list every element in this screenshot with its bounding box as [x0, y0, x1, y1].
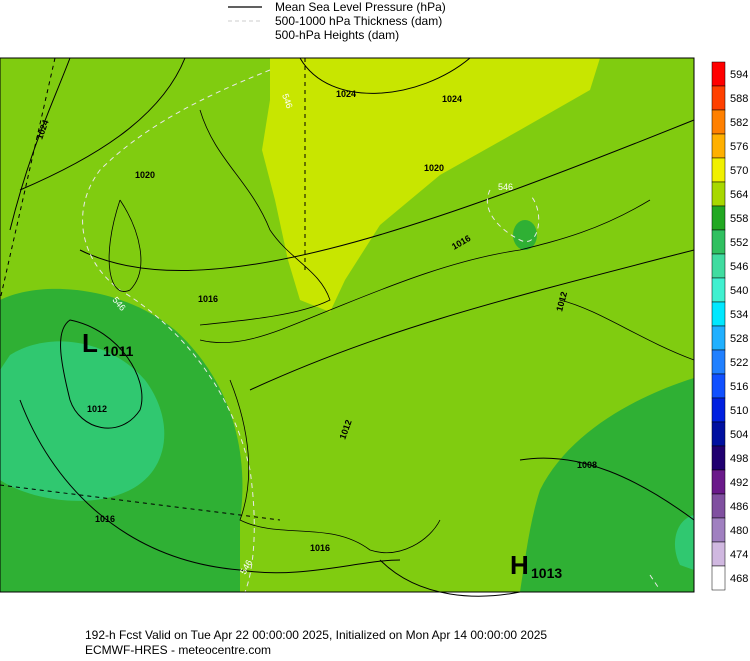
colorbar-label: 570	[730, 165, 748, 177]
colorbar-label: 516	[730, 381, 748, 393]
colorbar-cell	[711, 157, 726, 183]
map-frame	[0, 57, 695, 593]
colorbar-label: 522	[730, 357, 748, 369]
colorbar-label: 540	[730, 285, 748, 297]
isobars	[9, 57, 695, 597]
colorbar-label: 558	[730, 213, 748, 225]
isobar-label: 1008	[577, 460, 597, 470]
colorbar: 594 588 582 576 570 564 558 552 546 540 534 528 522 5…	[711, 61, 748, 591]
thickness-lines	[82, 69, 661, 593]
colorbar-label: 510	[730, 405, 748, 417]
colorbar-cell	[711, 61, 726, 87]
colorbar-label: 492	[730, 477, 748, 489]
colorbar-cell	[711, 373, 726, 399]
colorbar-cell	[711, 349, 726, 375]
isobar-label: 1024	[442, 94, 462, 104]
colorbar-label: 504	[730, 429, 748, 441]
colorbar-cell	[711, 397, 726, 423]
high-value: 1013	[531, 565, 562, 581]
legend-item: 500-hPa Heights (dam)	[275, 28, 399, 42]
colorbar-label: 468	[730, 573, 748, 585]
colorbar-cell	[711, 493, 726, 519]
thickness-label: 546	[498, 182, 513, 192]
colorbar-cell	[711, 445, 726, 471]
isobar-label: 1020	[424, 163, 444, 173]
colorbar-cell	[711, 253, 726, 279]
field-570	[262, 58, 600, 312]
colorbar-label: 588	[730, 93, 748, 105]
colorbar-cell	[711, 325, 726, 351]
legend-item: 500-1000 hPa Thickness (dam)	[275, 14, 442, 28]
isobar-label: 1012	[87, 404, 107, 414]
isobar-label: 1024	[336, 89, 356, 99]
map: 1024 1020 1024 1024 1020 1016 1016 1012 …	[0, 57, 695, 597]
field-552	[674, 515, 694, 570]
colorbar-cell	[711, 541, 726, 567]
colorbar-label: 474	[730, 549, 748, 561]
colorbar-cell	[711, 181, 726, 207]
colorbar-label: 552	[730, 237, 748, 249]
colorbar-cell	[711, 229, 726, 255]
isobar-label: 1016	[95, 514, 115, 524]
low-value: 1011	[103, 343, 134, 359]
colorbar-cell	[711, 205, 726, 231]
colorbar-label: 582	[730, 117, 748, 129]
isobar-label: 1016	[198, 294, 218, 304]
colorbar-cell	[711, 565, 726, 591]
legend-item: Mean Sea Level Pressure (hPa)	[275, 0, 446, 14]
colorbar-cell	[711, 421, 726, 447]
colorbar-cell	[711, 109, 726, 135]
low-letter: L	[82, 328, 98, 358]
colorbar-cell	[711, 301, 726, 327]
colorbar-label: 528	[730, 333, 748, 345]
colorbar-label: 480	[730, 525, 748, 537]
colorbar-label: 564	[730, 189, 748, 201]
colorbar-label: 534	[730, 309, 748, 321]
isobar-label: 1020	[135, 170, 155, 180]
field-558	[520, 378, 694, 592]
footer-line: 192-h Fcst Valid on Tue Apr 22 00:00:00 …	[85, 628, 547, 642]
colorbar-cell	[711, 133, 726, 159]
thickness-label: 546	[280, 92, 295, 110]
boundaries	[0, 57, 306, 521]
coastlines	[108, 109, 695, 554]
colorbar-label: 594	[730, 69, 748, 81]
high-letter: H	[510, 550, 529, 580]
colorbar-cell	[711, 277, 726, 303]
field-552	[0, 341, 165, 501]
colorbar-label: 576	[730, 141, 748, 153]
footer-line: ECMWF-HRES - meteocentre.com	[85, 643, 271, 656]
colorbar-label: 546	[730, 261, 748, 273]
colorbar-cell	[711, 517, 726, 543]
colorbar-label: 486	[730, 501, 748, 513]
colorbar-cell	[711, 469, 726, 495]
colorbar-label: 498	[730, 453, 748, 465]
field-558	[513, 220, 537, 250]
colorbar-cell	[711, 85, 726, 111]
isobar-label: 1016	[310, 543, 330, 553]
